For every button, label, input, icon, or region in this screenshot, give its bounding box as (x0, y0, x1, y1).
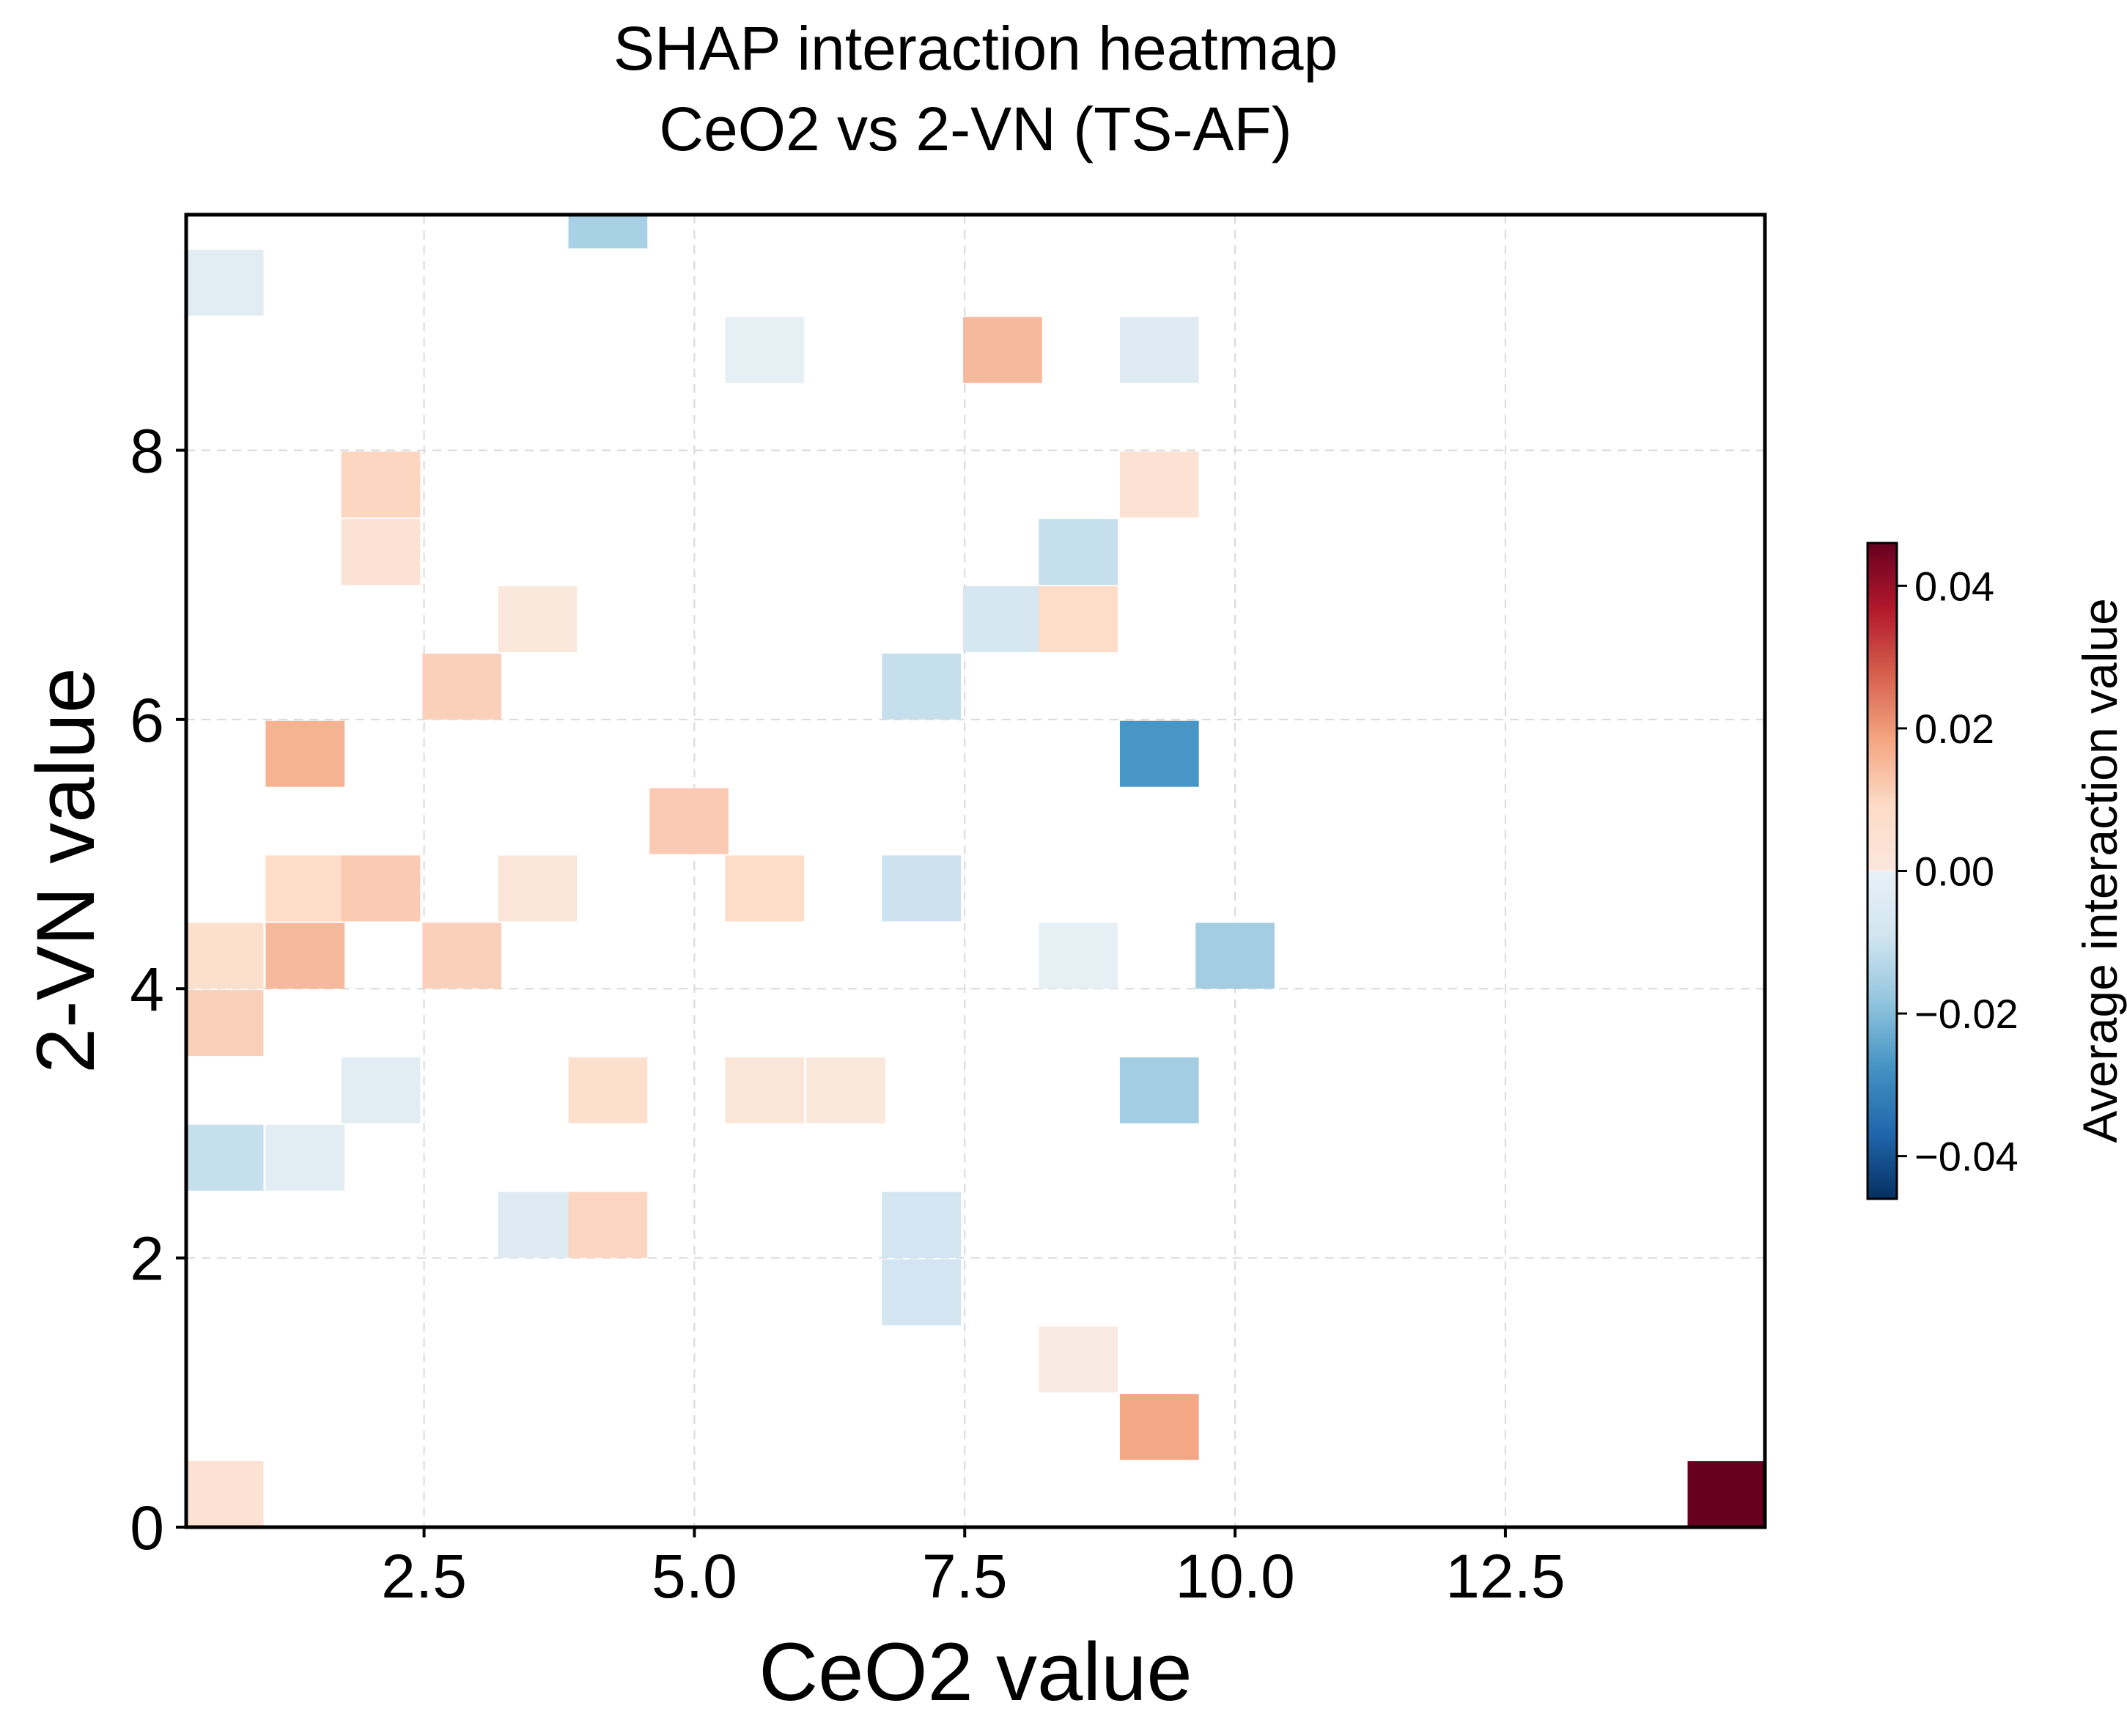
heatmap-cell (1039, 1326, 1118, 1393)
heatmap-cell (725, 317, 805, 383)
x-axis-ticks: 2.5 5.0 7.5 10.0 12.5 (381, 1527, 1566, 1611)
colorbar-tick-label: 0.04 (1914, 563, 1994, 609)
heatmap-cell (265, 1124, 345, 1191)
heatmap-cell (1119, 1057, 1199, 1123)
heatmap-cell (568, 1057, 648, 1123)
heatmap-cell (498, 586, 578, 652)
heatmap-cell (1039, 519, 1118, 586)
y-tick-label: 8 (130, 416, 164, 485)
heatmap-cell (265, 720, 345, 787)
y-axis-ticks: 0 2 4 6 8 (130, 416, 186, 1562)
heatmap-cell (1039, 586, 1118, 652)
colorbar-ticks: 0.04 0.02 0.00 −0.02 −0.04 (1897, 563, 2019, 1180)
colorbar (1866, 542, 1898, 1200)
heatmap-cell (882, 855, 962, 922)
x-tick-label: 2.5 (381, 1542, 467, 1611)
colorbar-label: Average interaction value (2073, 598, 2127, 1143)
heatmap-cell (1687, 1460, 1765, 1527)
heatmap-cell (498, 855, 578, 922)
heatmap-cell (265, 923, 345, 989)
y-tick-label: 6 (130, 686, 164, 755)
heatmap-cell (882, 1192, 962, 1258)
x-tick-label: 5.0 (652, 1542, 737, 1611)
heatmap-cell (568, 215, 648, 248)
y-tick-label: 2 (130, 1225, 164, 1293)
heatmap-cell (1039, 923, 1118, 989)
heatmap-cell (186, 923, 264, 989)
colorbar-tick-label: −0.04 (1914, 1134, 2019, 1180)
plot-frame (184, 213, 1767, 1529)
x-axis-label: CeO2 value (759, 1626, 1192, 1718)
chart-title-line1: SHAP interaction heatmap (613, 14, 1338, 83)
heatmap-cell (882, 1259, 962, 1326)
heatmap-cell (1119, 720, 1199, 787)
heatmap-cell (1119, 451, 1199, 518)
heatmap-cell (422, 923, 502, 989)
grid-lines (186, 215, 1765, 1528)
heatmap-cell (186, 249, 264, 316)
heatmap-cell (1119, 1394, 1199, 1460)
heatmap-cell (725, 855, 805, 922)
heatmap-cell (265, 855, 345, 922)
x-tick-label: 7.5 (922, 1542, 1008, 1611)
heatmap-cell (498, 1192, 578, 1258)
heatmap-cell (725, 1057, 805, 1123)
heatmap-cell (341, 451, 421, 518)
heatmap-cell (882, 653, 962, 720)
colorbar-tick-label: 0.02 (1914, 706, 1994, 752)
chart-title-line2: CeO2 vs 2-VN (TS-AF) (659, 95, 1291, 163)
x-tick-label: 10.0 (1175, 1542, 1295, 1611)
heatmap-cell (649, 788, 729, 854)
y-axis-label: 2-VN value (20, 668, 111, 1074)
heatmap-cells (186, 215, 1765, 1527)
heatmap-cell (422, 653, 502, 720)
heatmap-cell (806, 1057, 885, 1123)
heatmap-cell (963, 586, 1042, 652)
y-tick-label: 4 (130, 955, 164, 1024)
heatmap-cell (568, 1192, 648, 1258)
heatmap-cell (1119, 317, 1199, 383)
colorbar-tick-label: 0.00 (1914, 849, 1994, 895)
heatmap-cell (341, 519, 421, 586)
x-tick-label: 12.5 (1445, 1542, 1566, 1611)
heatmap-cell (341, 855, 421, 922)
heatmap-cell (1195, 923, 1275, 989)
colorbar-tick-label: −0.02 (1914, 991, 2019, 1037)
heatmap-cell (186, 1124, 264, 1191)
heatmap-cell (186, 990, 264, 1057)
heatmap-cell (186, 1460, 264, 1527)
heatmap-cell (963, 317, 1042, 383)
y-tick-label: 0 (130, 1493, 164, 1562)
heatmap-cell (341, 1057, 421, 1123)
